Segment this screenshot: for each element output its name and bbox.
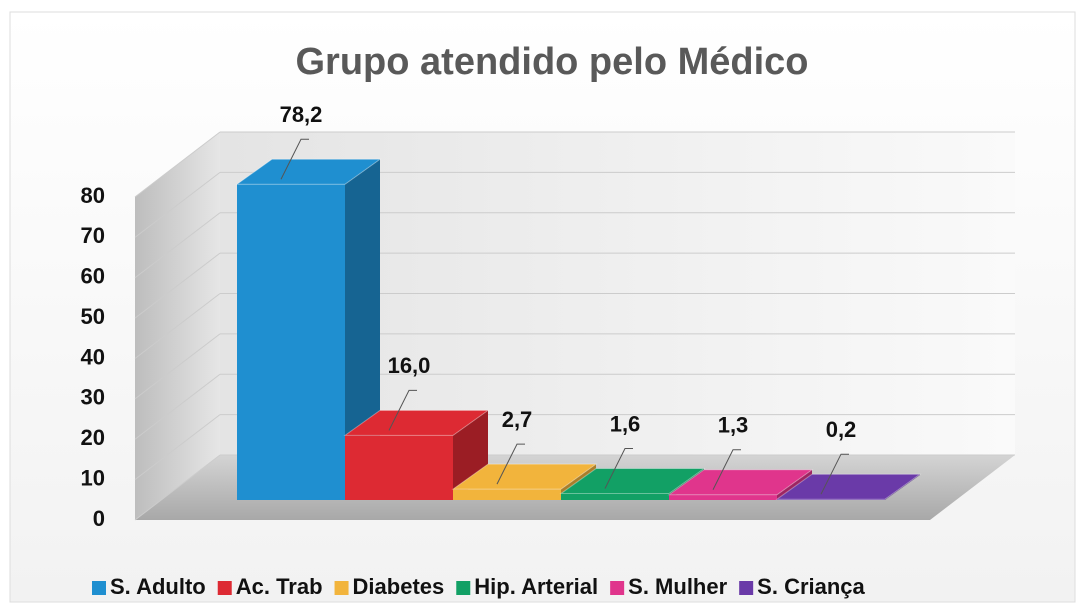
- leader-line: [820, 453, 849, 495]
- grid-line: [134, 454, 221, 521]
- value-label: 1,3: [718, 413, 749, 438]
- bar-top: [343, 409, 490, 436]
- legend-swatch: [610, 581, 625, 595]
- y-tick-label: 60: [81, 264, 105, 289]
- y-tick-label: 70: [81, 223, 105, 248]
- legend-label: Hip. Arterial: [474, 574, 598, 599]
- grid-line: [134, 414, 221, 481]
- bar: [561, 493, 669, 500]
- legend-swatch: [456, 581, 471, 595]
- leader-line: [496, 443, 525, 485]
- bar-top: [235, 158, 382, 185]
- legend-swatch: [334, 581, 349, 595]
- grid-line: [134, 333, 221, 400]
- grid-line: [134, 252, 221, 319]
- legend-swatch: [92, 581, 106, 595]
- leader-line: [604, 448, 633, 489]
- value-label: 78,2: [280, 102, 323, 127]
- bar: [453, 489, 561, 500]
- y-tick-label: 20: [81, 425, 105, 450]
- grid-line: [134, 131, 221, 198]
- grid-line: [134, 212, 221, 279]
- value-label: 16,0: [388, 353, 431, 378]
- y-tick-label: 10: [81, 465, 105, 490]
- legend-label: Ac. Trab: [236, 574, 323, 599]
- legend-label: S. Adulto: [110, 574, 206, 599]
- grid-line: [134, 171, 221, 238]
- y-tick-label: 80: [81, 183, 105, 208]
- leader-line: [712, 449, 741, 490]
- bar-side: [885, 474, 920, 500]
- leader-line: [280, 138, 309, 180]
- grid-line: [134, 293, 221, 359]
- bar-side: [345, 159, 380, 500]
- value-label: 0,2: [826, 417, 857, 442]
- grid-line: [134, 373, 221, 440]
- y-tick-label: 0: [93, 506, 105, 531]
- leader-line: [388, 389, 417, 431]
- bar-top: [451, 463, 598, 490]
- chart-title: Grupo atendido pelo Médico: [296, 41, 809, 83]
- legend-label: S. Mulher: [628, 574, 727, 599]
- legend: S. Adulto Ac. Trab Diabetes Hip. Arterial S.…: [92, 574, 866, 599]
- bar: [777, 499, 885, 500]
- bar-top: [667, 469, 814, 496]
- bar: [669, 494, 777, 500]
- bar: [237, 184, 345, 500]
- bar: [345, 435, 453, 500]
- legend-swatch: [739, 581, 754, 595]
- y-tick-label: 40: [81, 344, 105, 369]
- bar-side: [777, 469, 812, 500]
- value-label: 2,7: [502, 407, 533, 432]
- value-label: 1,6: [610, 411, 641, 436]
- bar-top: [559, 468, 706, 495]
- legend-label: S. Criança: [757, 574, 865, 599]
- legend-swatch: [217, 581, 232, 595]
- y-tick-label: 30: [81, 385, 105, 410]
- y-tick-label: 50: [81, 304, 105, 329]
- legend-label: Diabetes: [353, 574, 445, 599]
- bar-top: [775, 473, 922, 500]
